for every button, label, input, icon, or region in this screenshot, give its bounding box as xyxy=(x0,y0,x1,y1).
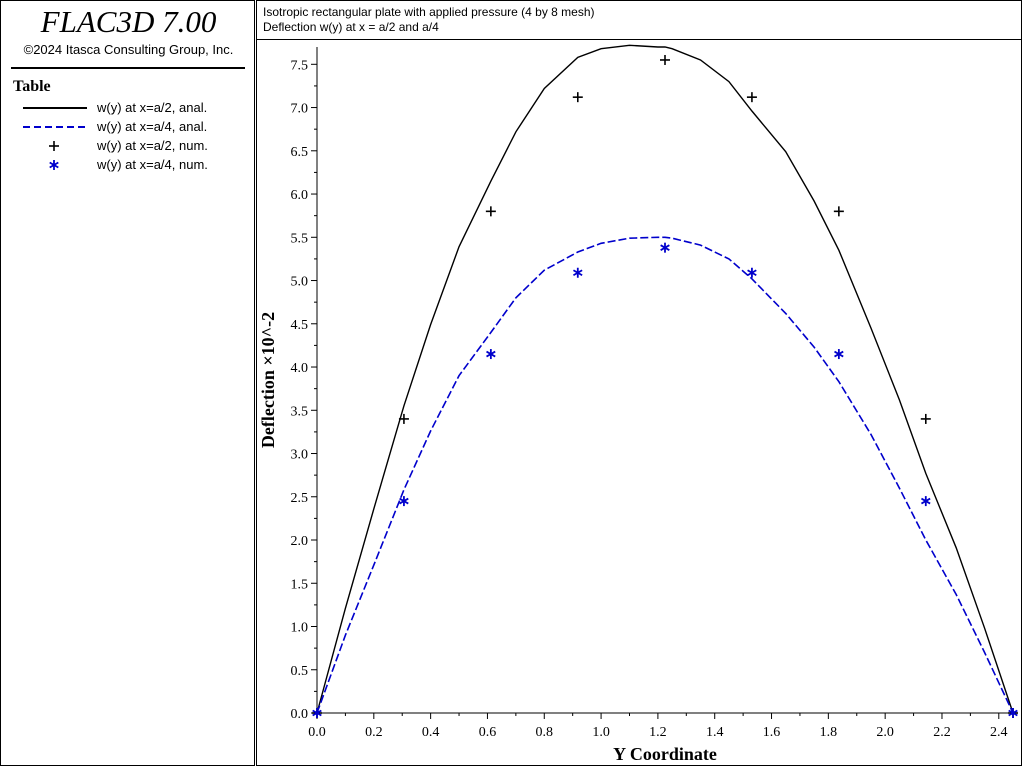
marker-stroke xyxy=(1008,709,1018,717)
legend-item-a4-num: w(y) at x=a/4, num. xyxy=(1,157,255,175)
y-tick-label: 1.0 xyxy=(291,621,309,636)
series-line-a2-anal xyxy=(316,44,1014,714)
chart-title: Isotropic rectangular plate with applied… xyxy=(263,5,595,19)
marker-stroke xyxy=(572,269,583,277)
y-tick-label: 7.5 xyxy=(291,58,309,73)
plus-marker xyxy=(398,413,409,424)
legend-title: Table xyxy=(13,78,51,95)
y-axis-title: Deflection ×10^-2 xyxy=(258,312,278,448)
y-tick-label: 2.5 xyxy=(291,491,309,506)
x-tick-label: 1.8 xyxy=(820,725,838,740)
chart-header: Isotropic rectangular plate with applied… xyxy=(256,0,1022,40)
y-tick-label: 0.0 xyxy=(291,707,309,722)
x-tick-label: 1.2 xyxy=(649,725,667,740)
tick-labels: 0.0 0.5 1.0 1.5 2.0 2.5 3.0 3.5 4.0 4.5 5.0 5.5 6.0 6… xyxy=(291,58,1008,740)
x-tick-label: 2.2 xyxy=(933,725,951,740)
chart-subtitle: Deflection w(y) at x = a/2 and a/4 xyxy=(263,20,439,34)
x-axis-title: Y Coordinate xyxy=(613,744,717,764)
legend-label: w(y) at x=a/2, num. xyxy=(97,138,208,153)
legend-item-a4-anal: w(y) at x=a/4, anal. xyxy=(1,119,255,137)
x-tick-label: 0.0 xyxy=(308,725,326,740)
asterisk-marker xyxy=(486,349,496,360)
app-title: FLAC3D 7.00 xyxy=(40,4,217,39)
asterisk-marker xyxy=(920,496,931,507)
plus-marker xyxy=(833,206,844,217)
x-tick-label: 0.2 xyxy=(365,725,383,740)
y-tick-label: 5.0 xyxy=(291,275,309,290)
legend-item-a2-anal: w(y) at x=a/2, anal. xyxy=(1,100,255,118)
x-tick-label: 0.6 xyxy=(479,725,497,740)
x-tick-label: 0.4 xyxy=(422,725,440,740)
solid-line-icon xyxy=(23,107,87,109)
marker-stroke xyxy=(920,497,931,505)
plot-panel xyxy=(256,0,1022,766)
plus-marker xyxy=(485,206,496,217)
asterisk-marker xyxy=(312,708,322,718)
legend-item-a2-num: w(y) at x=a/2, num. xyxy=(1,138,255,156)
legend-label: w(y) at x=a/2, anal. xyxy=(97,100,208,115)
y-tick-label: 3.5 xyxy=(291,404,309,419)
x-tick-label: 2.0 xyxy=(876,725,894,740)
marker-stroke xyxy=(312,709,322,717)
marker-stroke xyxy=(834,350,844,358)
asterisk-marker xyxy=(834,349,844,360)
legend-label: w(y) at x=a/4, anal. xyxy=(97,119,208,134)
y-tick-label: 3.0 xyxy=(291,448,309,463)
plus-marker xyxy=(660,54,670,65)
asterisk-marker xyxy=(1008,708,1018,718)
divider xyxy=(11,67,245,69)
plus-marker xyxy=(920,413,931,424)
y-tick-label: 7.0 xyxy=(291,102,309,117)
y-tick-label: 4.5 xyxy=(291,318,309,333)
asterisk-marker xyxy=(660,242,670,253)
y-tick-label: 2.0 xyxy=(291,534,309,549)
copyright-notice: ©2024 Itasca Consulting Group, Inc. xyxy=(23,42,234,57)
y-tick-label: 4.0 xyxy=(291,361,309,376)
marker-stroke xyxy=(486,350,496,358)
y-tick-label: 6.5 xyxy=(291,145,309,160)
axes xyxy=(311,47,1013,719)
y-tick-label: 5.5 xyxy=(291,231,309,246)
asterisk-marker-icon xyxy=(49,160,59,170)
asterisk-marker xyxy=(572,267,583,278)
marker-stroke xyxy=(747,269,757,277)
y-tick-label: 0.5 xyxy=(291,664,309,679)
x-tick-label: 2.4 xyxy=(990,725,1008,740)
x-tick-label: 1.0 xyxy=(592,725,610,740)
y-tick-label: 1.5 xyxy=(291,577,309,592)
asterisk-marker xyxy=(747,267,757,278)
plus-marker xyxy=(572,92,583,103)
plus-marker xyxy=(746,92,757,103)
series-line-a4-anal xyxy=(316,236,1014,714)
marker-stroke xyxy=(399,497,409,505)
legend-panel: FLAC3D 7.00 ©2024 Itasca Consulting Grou… xyxy=(0,0,255,766)
x-tick-label: 1.4 xyxy=(706,725,724,740)
marker-stroke xyxy=(660,244,670,251)
x-tick-label: 0.8 xyxy=(536,725,554,740)
dashed-line-icon xyxy=(23,126,87,128)
legend-label: w(y) at x=a/4, num. xyxy=(97,157,208,172)
asterisk-marker xyxy=(399,496,409,507)
y-tick-label: 6.0 xyxy=(291,188,309,203)
x-tick-label: 1.6 xyxy=(763,725,781,740)
series-layer xyxy=(312,44,1018,718)
plus-marker-icon xyxy=(49,141,59,151)
deflection-chart: 0.0 0.5 1.0 1.5 2.0 2.5 3.0 3.5 4.0 4.5 5.0 5.5 6.0 6… xyxy=(258,44,1018,764)
